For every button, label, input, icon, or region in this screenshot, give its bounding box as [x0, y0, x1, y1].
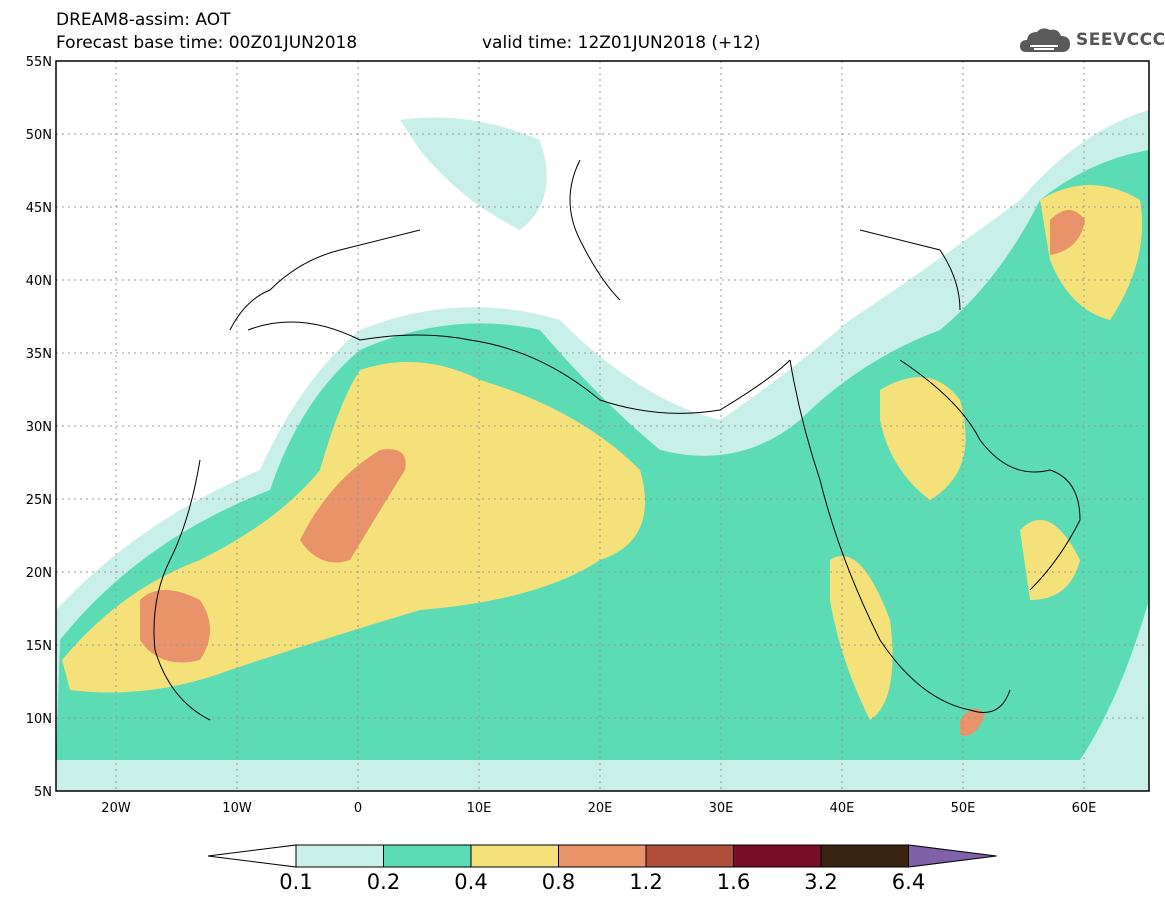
lat-label: 25N — [26, 493, 52, 508]
lat-label: 20N — [26, 566, 52, 581]
colorbar-label: 0.2 — [366, 870, 401, 894]
lat-label: 30N — [26, 420, 52, 435]
colorbar — [207, 844, 997, 868]
aot-field — [56, 61, 1149, 791]
colorbar-label: 1.6 — [716, 870, 751, 894]
lat-label: 55N — [26, 55, 52, 70]
lat-label: 35N — [26, 347, 52, 362]
forecast-base-time: Forecast base time: 00Z01JUN2018 — [56, 33, 358, 53]
colorbar-swatch — [558, 844, 647, 868]
coastlines — [153, 159, 1081, 721]
colorbar-label: 0.8 — [541, 870, 576, 894]
colorbar-label: 3.2 — [804, 870, 838, 894]
colorbar-label: 1.2 — [629, 870, 663, 894]
seevccc-logo: SEEVCCC — [1018, 24, 1165, 58]
lat-label: 5N — [34, 785, 52, 800]
colorbar-swatch — [733, 844, 822, 868]
lat-label: 40N — [26, 274, 52, 289]
graticule — [56, 61, 1149, 791]
valid-time: valid time: 12Z01JUN2018 (+12) — [482, 33, 761, 53]
lat-label: 50N — [26, 128, 52, 143]
lat-label: 10N — [26, 712, 52, 727]
colorbar-swatch — [645, 844, 734, 868]
logo-text: SEEVCCC — [1076, 30, 1165, 50]
lat-label: 15N — [26, 639, 52, 654]
lon-label: 50E — [951, 801, 976, 816]
lon-label: 20E — [588, 801, 613, 816]
colorbar-swatch — [820, 844, 909, 868]
lon-label: 40E — [830, 801, 855, 816]
lon-label: 10W — [222, 801, 252, 816]
colorbar-label: 0.4 — [454, 870, 488, 894]
map-title: DREAM8-assim: AOT — [56, 10, 231, 30]
cloud-icon — [1020, 28, 1070, 52]
colorbar-under-arrow — [207, 844, 297, 868]
colorbar-swatch — [470, 844, 559, 868]
colorbar-swatch — [295, 844, 384, 868]
colorbar-over-arrow — [908, 844, 997, 868]
colorbar-label: 0.1 — [279, 870, 313, 894]
colorbar-swatch — [383, 844, 472, 868]
colorbar-label: 6.4 — [891, 870, 926, 894]
lon-label: 0 — [354, 801, 362, 816]
lon-label: 60E — [1072, 801, 1097, 816]
lon-label: 10E — [467, 801, 492, 816]
lon-label: 30E — [709, 801, 734, 816]
lon-label: 20W — [101, 801, 131, 816]
lat-label: 45N — [26, 201, 52, 216]
